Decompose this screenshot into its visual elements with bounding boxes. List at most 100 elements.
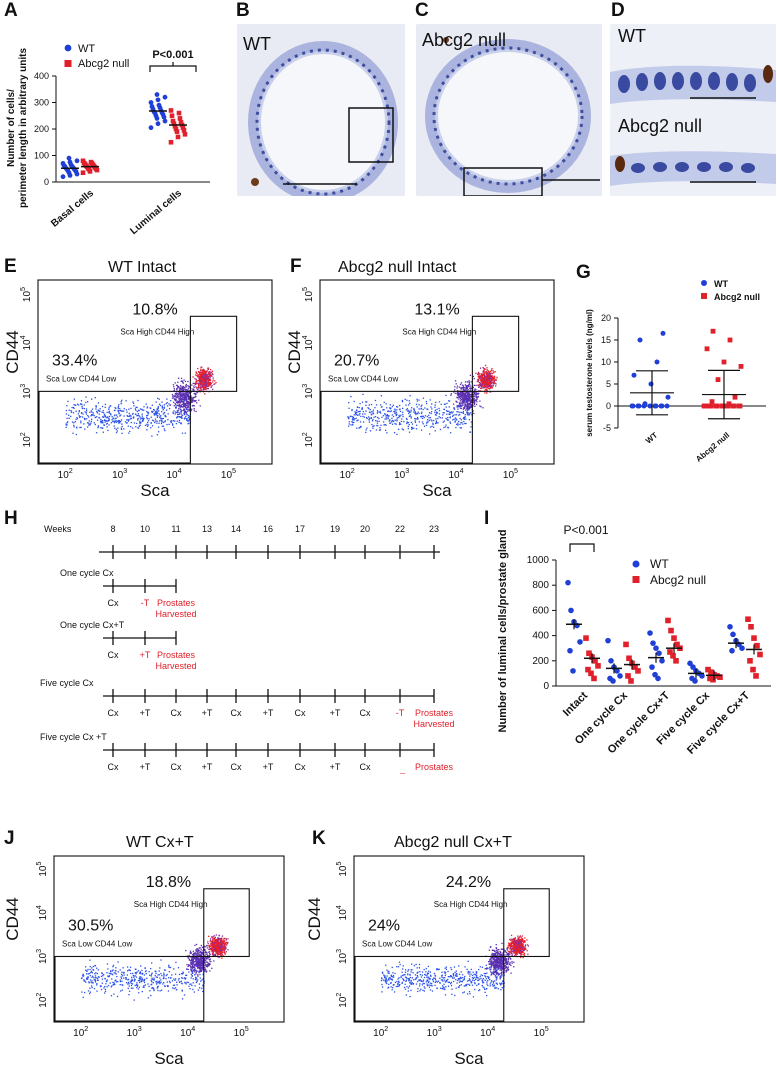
event-dot <box>120 414 122 416</box>
event-dot <box>463 389 465 391</box>
event-dot <box>202 373 205 376</box>
event-dot <box>489 385 491 388</box>
event-dot <box>202 371 204 373</box>
event-dot <box>107 975 109 977</box>
x-tick-label: 104 <box>448 466 463 481</box>
event-dot <box>137 427 139 429</box>
event-dot <box>485 381 488 383</box>
event-dot <box>90 415 92 417</box>
micrograph-b: WT <box>237 24 405 196</box>
event-dot <box>198 370 200 373</box>
event-dot <box>422 423 424 425</box>
protocol-event: Cx <box>295 708 306 718</box>
y-axis-label: Number of cells/perimeter length in arbi… <box>6 48 29 208</box>
event-dot <box>190 977 192 979</box>
week-number: 22 <box>395 524 405 534</box>
event-dot <box>194 974 196 976</box>
event-dot <box>141 977 143 979</box>
event-dot <box>168 966 170 969</box>
protocol-event: +T <box>140 708 151 718</box>
event-dot <box>117 407 119 409</box>
event-dot <box>196 380 198 382</box>
event-dot <box>129 969 131 972</box>
event-dot <box>161 425 163 427</box>
event-dot <box>197 967 199 969</box>
event-dot <box>442 412 444 414</box>
event-dot <box>174 987 177 989</box>
event-dot <box>368 411 371 413</box>
event-dot <box>97 979 99 981</box>
event-dot <box>492 982 495 984</box>
event-dot <box>371 423 373 426</box>
event-dot <box>197 385 200 388</box>
event-dot <box>464 387 466 389</box>
event-dot <box>522 956 524 959</box>
event-dot <box>98 410 100 412</box>
event-dot <box>361 407 363 410</box>
event-dot <box>425 400 428 403</box>
event-dot <box>139 978 141 981</box>
event-dot <box>131 976 133 979</box>
event-dot <box>469 383 471 385</box>
event-dot <box>453 408 456 410</box>
event-dot <box>135 983 138 986</box>
event-dot <box>199 377 201 379</box>
event-dot <box>183 410 186 412</box>
event-dot <box>196 387 198 389</box>
event-dot <box>187 423 189 425</box>
event-dot <box>166 985 169 987</box>
event-dot <box>183 398 186 400</box>
event-dot <box>491 385 493 387</box>
event-dot <box>486 367 488 369</box>
event-dot <box>198 386 200 389</box>
event-dot <box>222 955 224 957</box>
event-dot <box>183 418 186 420</box>
event-dot <box>352 424 354 426</box>
event-dot <box>224 948 227 950</box>
event-dot <box>157 982 159 984</box>
significance-bracket <box>569 543 595 552</box>
event-dot <box>408 415 411 417</box>
event-dot <box>436 422 438 424</box>
event-dot <box>194 393 197 396</box>
event-dot <box>193 969 195 971</box>
event-dot <box>468 393 471 396</box>
event-dot <box>179 391 181 393</box>
event-dot <box>191 384 193 386</box>
event-dot <box>392 987 394 989</box>
event-dot <box>78 415 80 417</box>
event-dot <box>434 979 437 981</box>
event-dot <box>160 419 162 422</box>
data-point-abcg2-null <box>747 658 753 664</box>
event-dot <box>483 384 485 386</box>
event-dot <box>136 406 138 409</box>
event-dot <box>120 401 122 403</box>
gate-high-label: Sca High CD44 High <box>120 327 194 336</box>
event-dot <box>200 944 203 947</box>
event-dot <box>111 985 113 987</box>
event-dot <box>490 380 492 382</box>
event-dot <box>139 978 142 980</box>
event-dot <box>178 395 181 397</box>
event-dot <box>461 394 464 396</box>
event-dot <box>154 413 156 415</box>
event-dot <box>190 962 192 964</box>
event-dot <box>216 941 218 943</box>
event-dot <box>366 401 368 403</box>
data-point-abcg2-null <box>727 337 733 343</box>
event-dot <box>356 420 358 422</box>
event-dot <box>464 397 466 400</box>
event-dot <box>447 426 449 429</box>
event-dot <box>140 422 142 424</box>
event-dot <box>72 406 75 409</box>
event-dot <box>429 433 431 435</box>
event-dot <box>116 975 118 978</box>
protocol-event: Cx <box>108 598 119 608</box>
event-dot <box>434 422 437 425</box>
event-dot <box>154 970 156 973</box>
y-tick-label: 5 <box>606 379 611 389</box>
event-dot <box>184 403 187 405</box>
event-dot <box>201 952 203 954</box>
event-dot <box>394 412 396 414</box>
event-dot <box>493 971 495 974</box>
